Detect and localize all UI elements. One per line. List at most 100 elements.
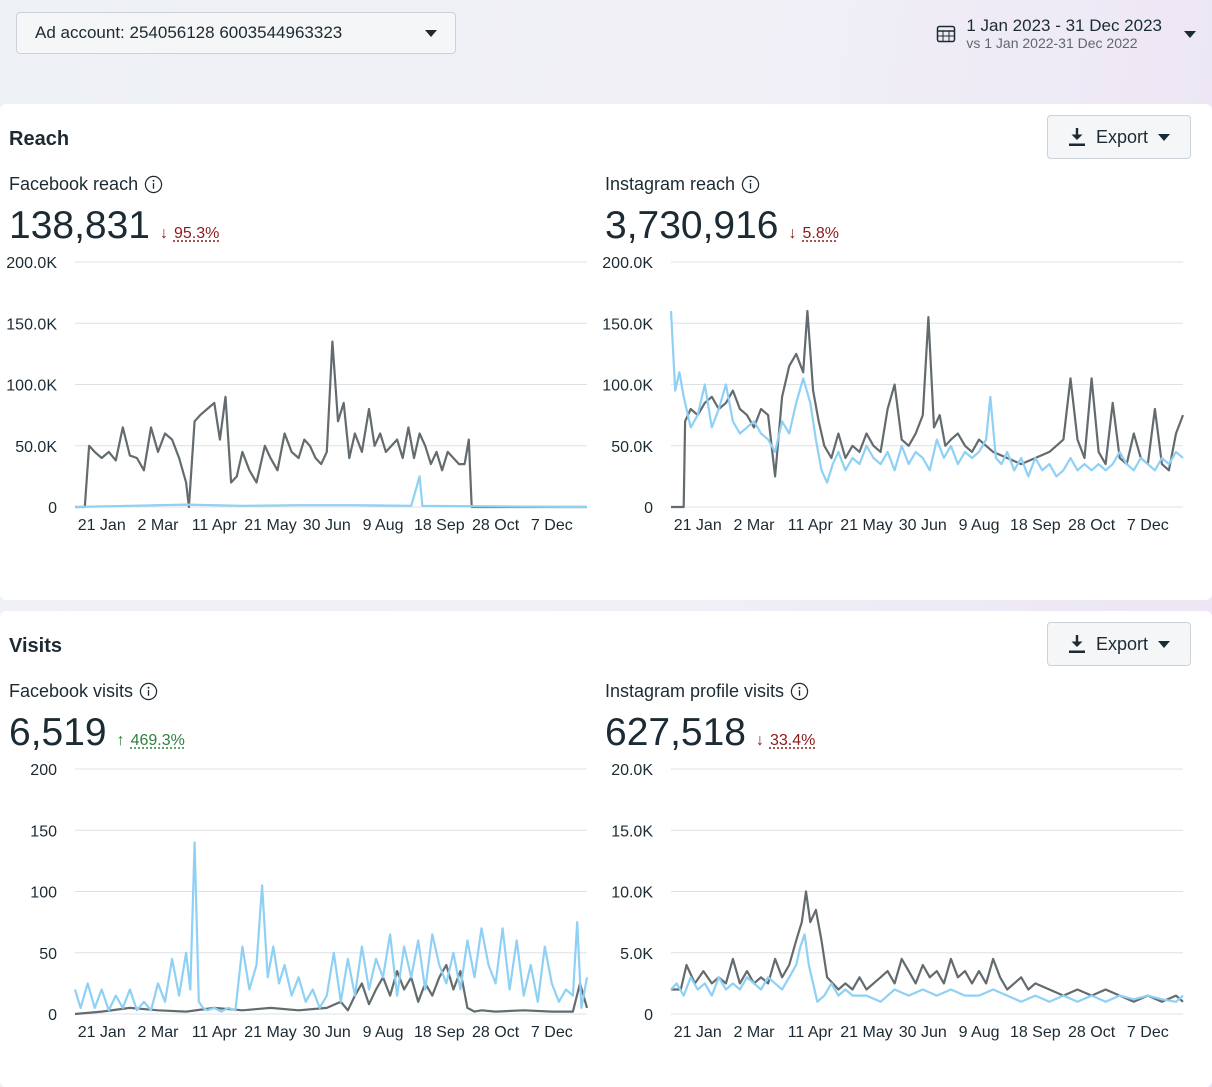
facebook-reach-value: 138,831	[9, 204, 150, 247]
arrow-down-icon: ↓	[788, 225, 797, 242]
x-tick-label: 21 Jan	[78, 517, 126, 534]
y-tick-label: 100.0K	[6, 378, 57, 395]
ad-account-label: Ad account: 254056128 6003544963323	[35, 23, 343, 42]
instagram-reach-panel: Instagram reach 3,730,916 ↓ 5.8% 200.0K 1…	[602, 174, 1195, 584]
x-tick-label: 30 Jun	[899, 517, 947, 534]
instagram-reach-chart: 200.0K 150.0K 100.0K 50.0K 0 21 Jan 2 Mar 11 Ap…	[602, 255, 1185, 534]
current-period-line[interactable]	[74, 475, 588, 509]
y-tick-label: 150	[30, 823, 57, 840]
x-tick-label: 11 Apr	[192, 517, 238, 534]
facebook-reach-delta-value[interactable]: 95.3%	[173, 225, 220, 242]
arrow-down-icon: ↓	[159, 225, 168, 242]
x-tick-label: 9 Aug	[363, 1024, 404, 1041]
chevron-down-icon	[1158, 133, 1171, 141]
x-tick-label: 28 Oct	[1068, 517, 1116, 534]
previous-period-line[interactable]	[671, 309, 1185, 509]
x-tick-label: 18 Sep	[414, 517, 465, 534]
facebook-visits-value: 6,519	[9, 711, 107, 754]
y-tick-label: 200.0K	[6, 255, 57, 272]
facebook-reach-panel: Facebook reach 138,831 ↓ 95.3% 200.0K 150…	[6, 174, 599, 584]
facebook-visits-delta-value[interactable]: 469.3%	[130, 732, 185, 749]
y-tick-label: 15.0K	[611, 823, 653, 840]
x-tick-label: 18 Sep	[1010, 1024, 1061, 1041]
visits-export-button[interactable]: Export	[1047, 622, 1191, 666]
instagram-visits-chart: 20.0K 15.0K 10.0K 5.0K 0 21 Jan 2 Mar 11 Apr 21 …	[611, 762, 1184, 1041]
chevron-down-icon	[425, 29, 437, 37]
x-tick-label: 21 May	[244, 517, 296, 534]
x-tick-label: 2 Mar	[138, 1024, 180, 1041]
x-tick-label: 21 May	[840, 1024, 892, 1041]
x-tick-label: 28 Oct	[1068, 1024, 1116, 1041]
previous-period-line[interactable]	[671, 890, 1184, 1003]
instagram-reach-delta: ↓ 5.8%	[789, 225, 839, 243]
x-tick-label: 21 May	[244, 1024, 296, 1041]
x-tick-label: 9 Aug	[959, 1024, 1000, 1041]
x-tick-label: 28 Oct	[472, 1024, 520, 1041]
y-tick-label: 0	[48, 1007, 57, 1024]
x-tick-label: 18 Sep	[1010, 517, 1061, 534]
chevron-down-icon	[1184, 30, 1196, 38]
facebook-visits-metric: 6,519 ↑ 469.3%	[9, 711, 185, 755]
x-tick-label: 2 Mar	[734, 1024, 776, 1041]
previous-period-line[interactable]	[75, 340, 587, 509]
x-tick-label: 2 Mar	[734, 517, 776, 534]
facebook-visits-chart: 200 150 100 50 0 21 Jan 2 Mar 11 Apr 21 May 30 Ju…	[30, 762, 589, 1041]
arrow-up-icon: ↑	[116, 732, 125, 749]
current-period-line[interactable]	[669, 310, 1184, 484]
y-tick-label: 20.0K	[611, 762, 653, 779]
y-tick-label: 150.0K	[602, 316, 653, 333]
visits-section-title: Visits	[9, 635, 62, 657]
instagram-visits-delta: ↓ 33.4%	[756, 732, 815, 750]
x-tick-label: 30 Jun	[303, 1024, 351, 1041]
x-tick-label: 21 Jan	[674, 517, 722, 534]
x-tick-label: 7 Dec	[1127, 517, 1169, 534]
facebook-reach-title: Facebook reach	[9, 174, 163, 195]
y-tick-label: 100.0K	[602, 378, 653, 395]
x-tick-label: 7 Dec	[1127, 1024, 1169, 1041]
current-period-line[interactable]	[73, 841, 589, 1013]
facebook-visits-panel: Facebook visits 6,519 ↑ 469.3% 200 150 100…	[9, 681, 599, 1081]
x-tick-label: 28 Oct	[472, 517, 520, 534]
info-icon[interactable]	[741, 175, 760, 194]
x-tick-label: 9 Aug	[959, 517, 1000, 534]
instagram-visits-metric: 627,518 ↓ 33.4%	[605, 711, 815, 755]
instagram-reach-delta-value[interactable]: 5.8%	[802, 225, 839, 242]
x-tick-label: 7 Dec	[531, 1024, 573, 1041]
download-icon	[1068, 128, 1085, 146]
chevron-down-icon	[1158, 640, 1171, 648]
y-tick-label: 0	[644, 500, 653, 517]
instagram-visits-title: Instagram profile visits	[605, 681, 809, 702]
x-tick-label: 30 Jun	[899, 1024, 947, 1041]
x-tick-label: 18 Sep	[414, 1024, 465, 1041]
facebook-reach-delta: ↓ 95.3%	[160, 225, 219, 243]
x-tick-label: 11 Apr	[788, 517, 834, 534]
x-tick-label: 21 Jan	[674, 1024, 722, 1041]
instagram-visits-delta-value[interactable]: 33.4%	[769, 732, 816, 749]
instagram-reach-title: Instagram reach	[605, 174, 760, 195]
y-tick-label: 0	[644, 1007, 653, 1024]
export-label: Export	[1095, 633, 1149, 654]
instagram-reach-label: Instagram reach	[605, 174, 736, 194]
instagram-reach-metric: 3,730,916 ↓ 5.8%	[605, 204, 839, 248]
info-icon[interactable]	[139, 682, 158, 701]
reach-card: Reach Export Facebook reach 138,831 ↓ 95…	[0, 104, 1212, 600]
y-tick-label: 50.0K	[611, 439, 653, 456]
reach-section-title: Reach	[9, 128, 70, 150]
current-period-line[interactable]	[670, 933, 1184, 1003]
ad-account-select[interactable]: Ad account: 254056128 6003544963323	[16, 12, 456, 54]
reach-export-button[interactable]: Export	[1047, 115, 1191, 159]
y-tick-label: 50.0K	[15, 439, 57, 456]
y-tick-label: 50	[39, 946, 57, 963]
y-tick-label: 0	[48, 500, 57, 517]
info-icon[interactable]	[144, 175, 163, 194]
export-label: Export	[1095, 126, 1149, 147]
x-tick-label: 2 Mar	[138, 517, 180, 534]
info-icon[interactable]	[790, 682, 809, 701]
date-range-picker[interactable]: 1 Jan 2023 - 31 Dec 2023 vs 1 Jan 2022-3…	[936, 14, 1196, 54]
download-icon	[1068, 635, 1085, 653]
instagram-visits-value: 627,518	[605, 711, 746, 754]
x-tick-label: 11 Apr	[192, 1024, 238, 1041]
x-tick-label: 21 May	[840, 517, 892, 534]
arrow-down-icon: ↓	[755, 732, 764, 749]
previous-period-line[interactable]	[74, 963, 589, 1016]
